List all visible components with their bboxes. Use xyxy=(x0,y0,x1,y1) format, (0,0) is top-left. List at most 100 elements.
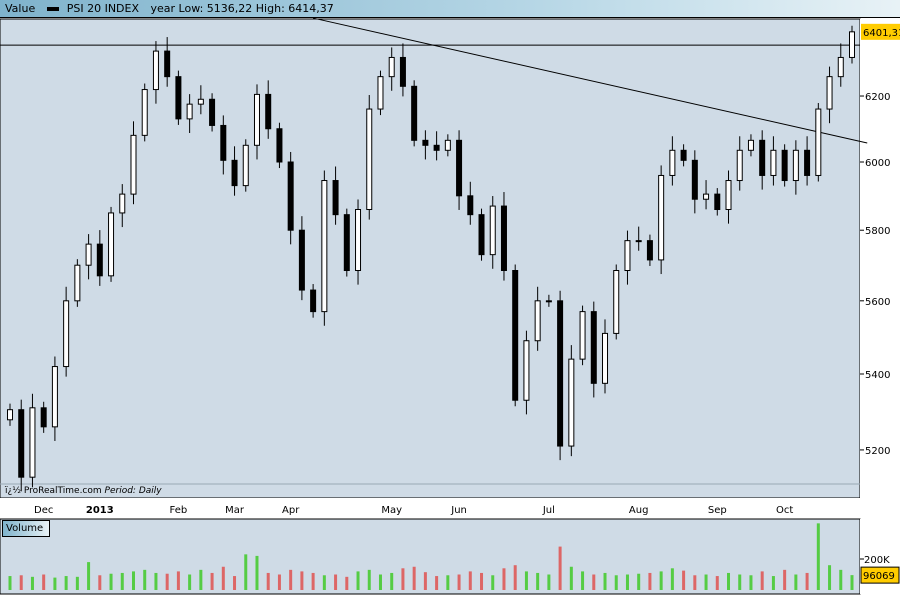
candle xyxy=(197,85,204,115)
volume-bar xyxy=(727,572,731,590)
candle xyxy=(399,43,406,97)
volume-bar xyxy=(356,571,360,590)
candle-body xyxy=(703,193,710,200)
candle xyxy=(602,319,609,394)
candle xyxy=(422,130,429,160)
candle xyxy=(63,286,70,377)
candle xyxy=(332,166,339,225)
candle xyxy=(590,301,597,398)
volume-bar xyxy=(491,575,495,590)
candle xyxy=(242,139,249,192)
y-tick-label: 5200 xyxy=(865,446,890,457)
volume-bar xyxy=(670,568,674,590)
volume-bar xyxy=(401,568,405,590)
candle xyxy=(265,80,272,139)
candle xyxy=(388,47,395,91)
candle xyxy=(534,286,541,351)
candle xyxy=(411,80,418,147)
candle-body xyxy=(220,124,227,161)
candle xyxy=(579,305,586,366)
volume-bar xyxy=(289,569,293,590)
volume-bar xyxy=(794,574,798,590)
candle xyxy=(7,403,13,426)
x-axis xyxy=(0,498,900,518)
candle-body xyxy=(355,209,362,272)
candle xyxy=(321,170,328,326)
candle-body xyxy=(602,332,609,384)
candle-body xyxy=(152,50,159,91)
volume-bar xyxy=(569,566,573,590)
candle xyxy=(736,136,743,191)
candle-body xyxy=(792,149,799,182)
volume-bar xyxy=(75,576,79,590)
volume-bar xyxy=(828,565,832,590)
candle xyxy=(444,134,451,157)
volume-bar xyxy=(210,572,214,590)
period-label: Period: xyxy=(104,486,136,496)
price-axis xyxy=(860,19,900,498)
candle xyxy=(714,188,721,216)
candle-body xyxy=(287,161,294,231)
candle xyxy=(298,216,305,301)
candle xyxy=(815,103,822,182)
volume-bar xyxy=(277,574,281,590)
candle xyxy=(837,43,844,87)
candle-body xyxy=(40,407,47,428)
volume-bar xyxy=(300,571,304,590)
candle-body xyxy=(433,144,440,151)
candle-body xyxy=(310,289,317,313)
volume-bar xyxy=(423,572,427,590)
volume-bar xyxy=(480,572,484,590)
candle-body xyxy=(467,195,474,216)
candle-body xyxy=(366,108,373,211)
volume-bar xyxy=(87,562,91,590)
year-range: year Low: 5136,22 High: 6414,37 xyxy=(150,2,334,15)
volume-bar xyxy=(783,569,787,590)
volume-bar xyxy=(154,572,158,590)
candle-body xyxy=(736,149,743,182)
volume-bar xyxy=(233,576,237,590)
x-tick-label: Apr xyxy=(282,505,300,516)
candle xyxy=(568,345,575,457)
candle-body xyxy=(568,358,575,447)
candle xyxy=(792,140,799,195)
candle-body xyxy=(186,103,193,120)
candle-body xyxy=(815,108,822,176)
volume-bar xyxy=(715,576,719,590)
candle-body xyxy=(321,180,328,313)
volume-bar xyxy=(614,575,618,590)
candle xyxy=(231,146,238,196)
candle xyxy=(467,181,474,225)
volume-bar xyxy=(367,569,371,590)
candle xyxy=(703,180,710,210)
y-tick-label: 5400 xyxy=(865,370,890,381)
candle-body xyxy=(175,76,182,120)
volume-bar xyxy=(513,565,517,590)
candle xyxy=(175,70,182,125)
candle xyxy=(209,93,216,132)
volume-bar xyxy=(109,573,113,590)
candle-body xyxy=(119,193,126,214)
volume-bar xyxy=(19,575,23,590)
x-tick-label: Oct xyxy=(776,505,793,516)
candle-body xyxy=(85,243,92,266)
volume-bar xyxy=(8,576,12,590)
candle xyxy=(725,170,732,224)
candle-body xyxy=(849,31,855,58)
volume-bar xyxy=(760,571,764,590)
candle xyxy=(512,264,519,407)
candle xyxy=(186,94,193,134)
candle xyxy=(456,130,463,210)
candle-body xyxy=(590,311,597,384)
candle-body xyxy=(130,134,137,195)
volume-bar xyxy=(188,574,192,590)
candle xyxy=(680,144,687,167)
x-tick-label: Mar xyxy=(225,505,245,516)
current-volume-tag xyxy=(860,566,900,584)
candle xyxy=(253,84,260,160)
volume-bar xyxy=(322,575,326,590)
current-volume-label: 96069 xyxy=(863,571,895,582)
candle xyxy=(343,208,350,277)
candle-body xyxy=(523,340,530,401)
